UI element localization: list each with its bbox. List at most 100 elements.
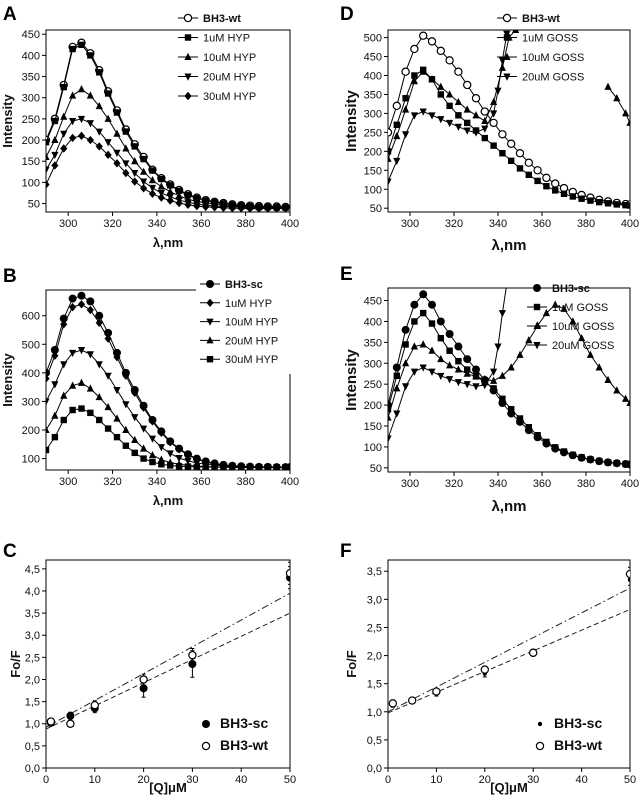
data-point-bh3-wt [454, 67, 463, 76]
y-tick-label: 500 [22, 339, 40, 351]
data-point-1um-goss [622, 201, 629, 209]
panel-label: A [3, 4, 17, 25]
data-area [388, 566, 630, 714]
x-tick-label: 320 [103, 476, 121, 488]
data-point-1um-goss [499, 150, 506, 157]
data-point-1um-goss [560, 190, 568, 197]
data-point-30um-hyp [281, 204, 290, 212]
y-tick-label: 300 [364, 358, 382, 370]
data-point-bh3-wt [436, 46, 445, 56]
data-point-20um-hyp [51, 151, 59, 160]
panel-label: F [340, 541, 352, 562]
panel-a: 300 320 340 360 380 400 50 100 150 200 250 300 350 40… [0, 4, 299, 250]
x-tick-label: 340 [148, 476, 166, 488]
panel-label: B [3, 266, 17, 287]
data-point-20um-hyp [95, 128, 103, 136]
data-point-1um-goss [552, 444, 559, 451]
legend: BH3-sc 1uM HYP 10uM HYP 20uM HYP 30uM HYP [196, 274, 296, 374]
data-point-30um-hyp [202, 463, 209, 470]
data-point-10um-goss [393, 131, 401, 140]
data-point-1um-goss [578, 454, 585, 461]
legend-label: BH3-sc [552, 283, 590, 295]
legend-label: 10uM HYP [225, 317, 278, 329]
data-point-1um-hyp [158, 175, 165, 183]
legend-label: 10uM GOSS [522, 52, 584, 64]
data-point-30um-hyp [184, 200, 192, 210]
legend-marker [206, 336, 214, 344]
data-point-30um-hyp [193, 463, 201, 470]
x-tick-label: 340 [489, 218, 507, 230]
x-tick-label: 300 [59, 218, 77, 230]
data-point-bh3-sc [95, 311, 104, 320]
legend-marker [537, 721, 543, 727]
y-tick-label: 400 [364, 316, 382, 328]
data-point-10um-goss [525, 336, 533, 344]
data-point-10um-goss [428, 75, 436, 83]
data-point-10um-goss [446, 90, 454, 98]
y-tick-label: 200 [22, 425, 40, 437]
data-point-1um-goss [613, 201, 620, 208]
data-point-10um-hyp [69, 91, 77, 99]
data-point-20um-hyp [69, 381, 77, 389]
data-point-30um-hyp [140, 184, 148, 193]
data-point-10um-goss [490, 376, 498, 384]
legend-marker [201, 741, 211, 751]
data-point-10um-goss [428, 346, 436, 354]
panel-b: 300 320 340 360 380 400 100 200 300 400 500 600 λ,nm… [0, 266, 299, 508]
data-point-10um-goss [454, 365, 462, 373]
data-point-10um-hyp [175, 191, 183, 199]
series-line-1um-hyp [46, 44, 286, 208]
data-point-bh3-wt [285, 569, 290, 578]
y-tick-label: 0,0 [367, 763, 382, 775]
data-point-10um-goss [481, 116, 489, 124]
data-point-1um-goss [587, 197, 594, 204]
data-point-bh3-wt [46, 717, 56, 726]
data-point-10um-hyp [140, 425, 148, 433]
data-point-10um-hyp [95, 361, 103, 369]
data-point-1um-goss [626, 202, 630, 209]
x-axis-label: [Q]μM [490, 780, 528, 795]
data-point-20um-hyp [60, 391, 68, 399]
y-tick-label: 400 [22, 368, 40, 380]
data-point-1um-hyp [87, 52, 94, 59]
y-tick-label: 2,5 [367, 622, 382, 634]
series-line-30um-hyp [46, 408, 290, 468]
data-point-1um-goss [490, 142, 497, 149]
x-tick-label: 360 [533, 478, 551, 490]
data-point-20um-hyp [104, 402, 112, 411]
data-point-1um-goss [516, 415, 524, 422]
series-line-20um-hyp [46, 118, 286, 209]
data-point-bh3-wt [410, 44, 419, 54]
data-point-20um-hyp [140, 178, 148, 186]
x-tick-label: 380 [236, 476, 254, 488]
data-point-bh3-sc [454, 342, 463, 351]
data-point-20um-hyp [46, 166, 50, 174]
data-point-10um-hyp [51, 135, 59, 144]
legend-marker [184, 52, 192, 60]
data-point-bh3-wt [542, 173, 551, 183]
data-point-20um-goss [498, 310, 506, 318]
legend-label: BH3-sc [220, 715, 268, 731]
data-point-10um-goss [622, 394, 630, 402]
data-point-30um-hyp [211, 463, 218, 470]
y-tick-label: 2,5 [25, 652, 40, 664]
data-point-bh3-wt [427, 37, 437, 46]
data-point-20um-goss [437, 372, 445, 381]
data-point-1um-goss [596, 457, 603, 465]
data-point-20um-goss [428, 112, 436, 120]
x-tick-label: 300 [401, 218, 419, 230]
y-tick-label: 1,5 [367, 679, 382, 691]
data-point-10um-hyp [77, 85, 86, 93]
data-point-bh3-sc [86, 297, 95, 306]
y-tick-label: 350 [364, 337, 382, 349]
data-point-10um-hyp [86, 91, 94, 99]
data-point-10um-hyp [122, 144, 130, 152]
data-point-1um-goss [437, 91, 444, 98]
data-point-1um-goss [393, 121, 400, 128]
data-point-30um-hyp [104, 425, 112, 432]
data-point-30um-hyp [140, 455, 147, 462]
data-point-1um-hyp [69, 302, 77, 312]
data-point-1um-hyp [46, 374, 50, 383]
data-point-1um-hyp [175, 187, 183, 195]
data-point-1um-goss [402, 341, 409, 348]
